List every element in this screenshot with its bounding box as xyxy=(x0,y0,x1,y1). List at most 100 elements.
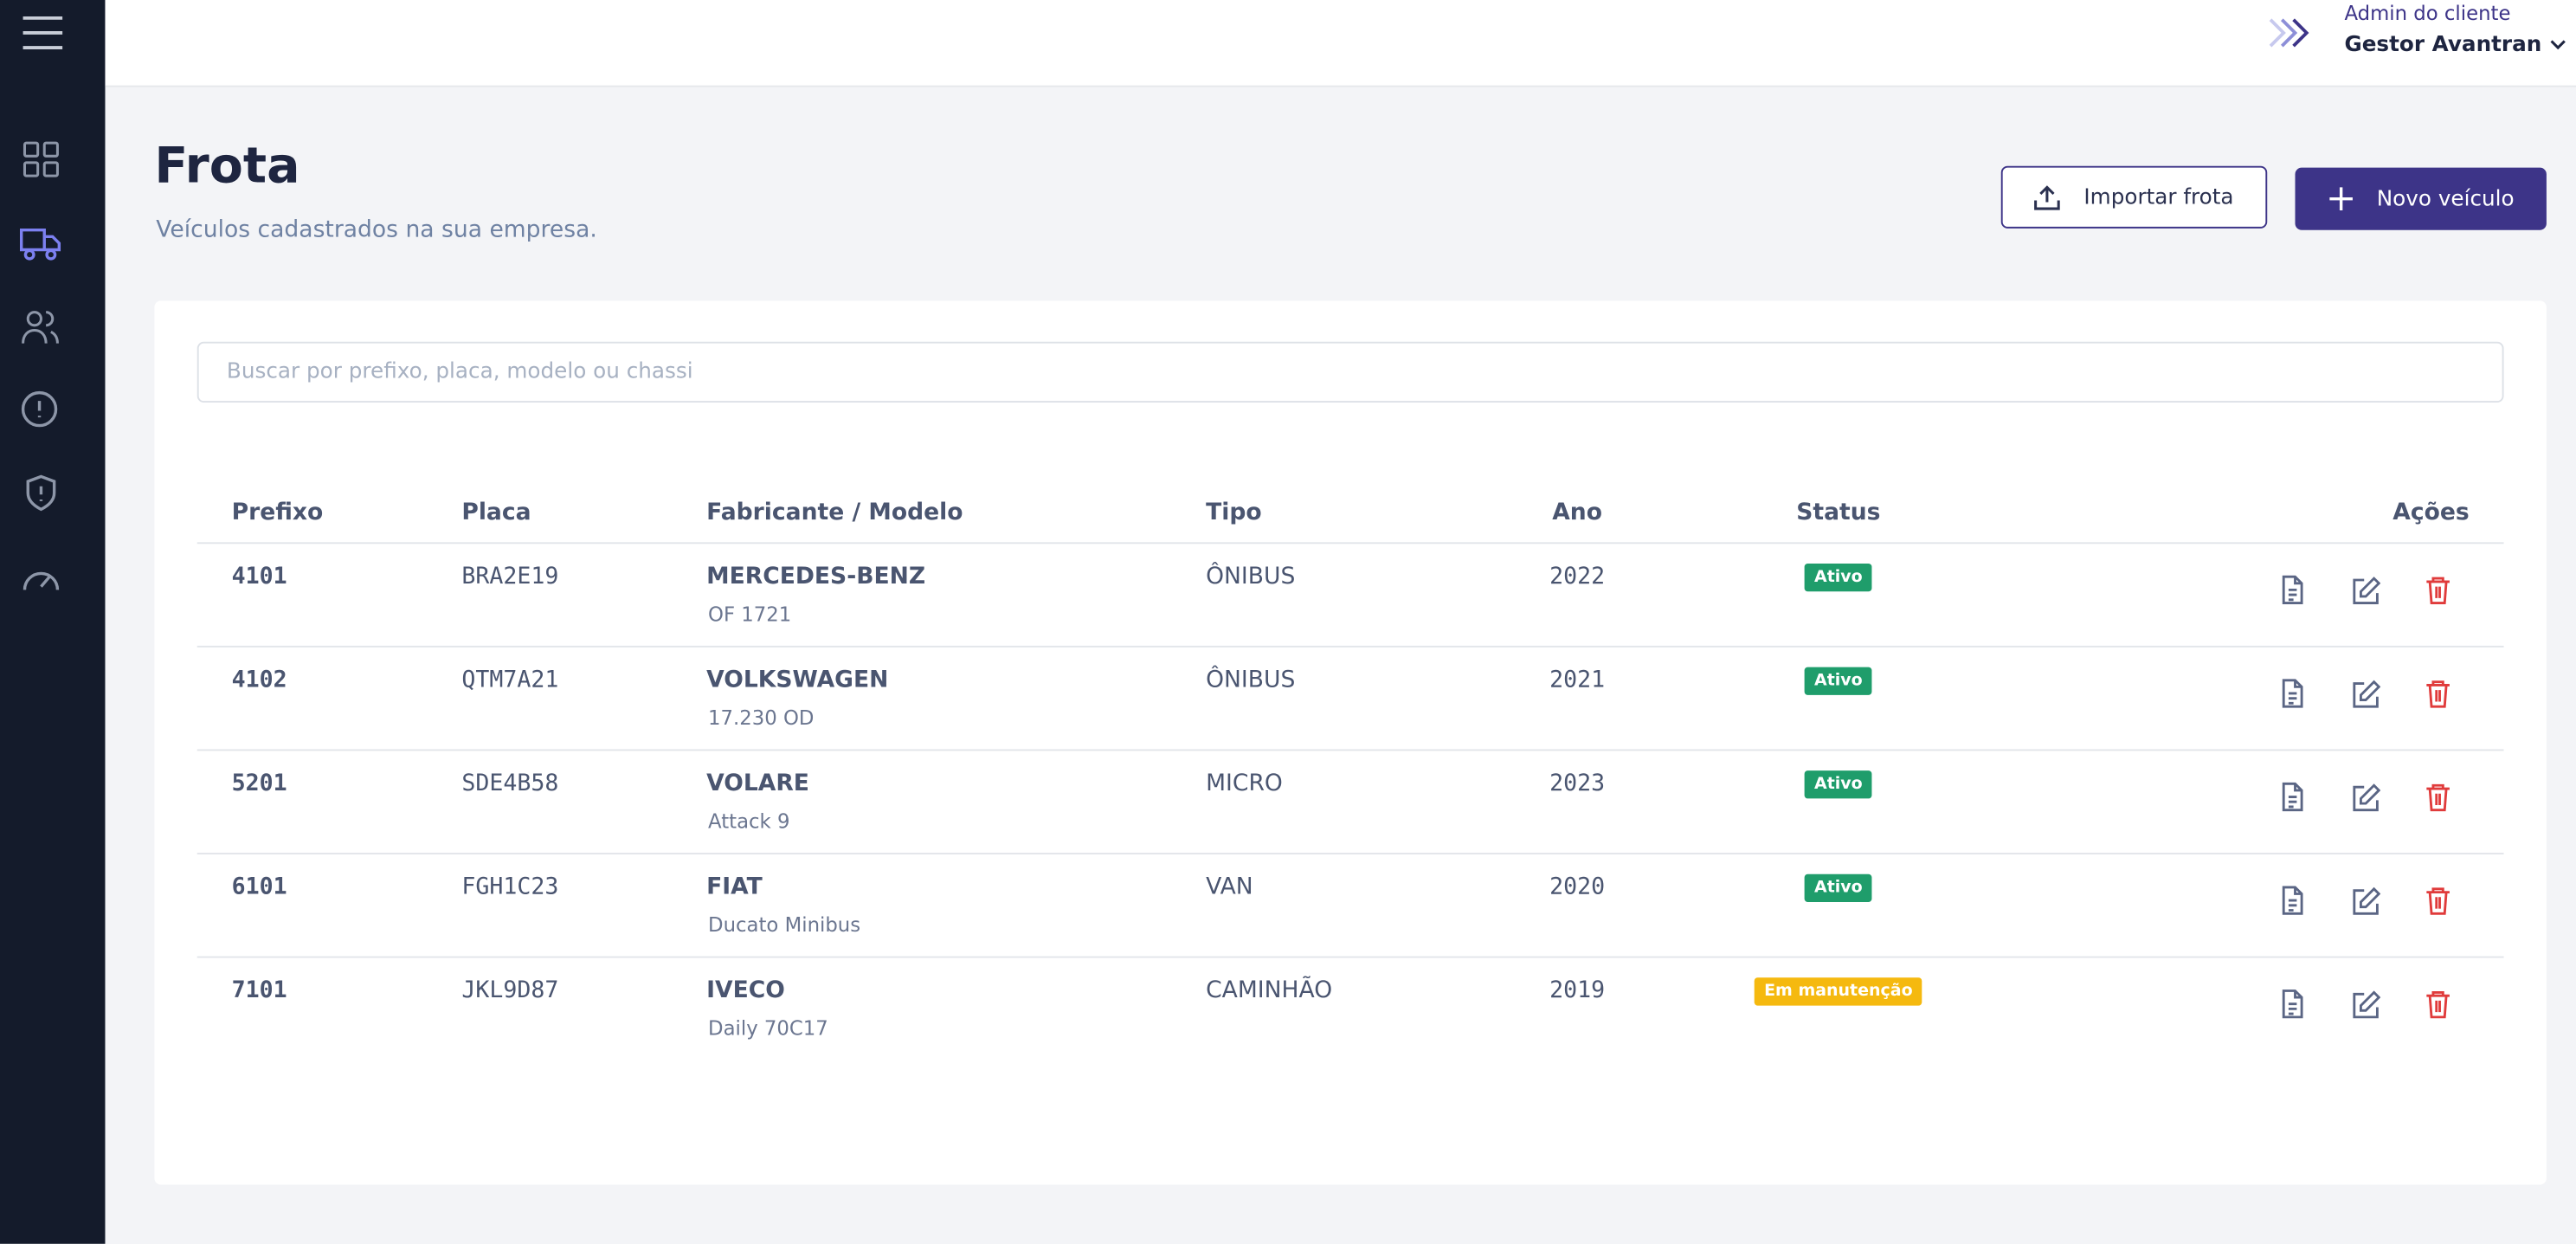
column-header: Fabricante / Modelo xyxy=(706,499,963,526)
edit-icon[interactable] xyxy=(2351,989,2381,1019)
shield-icon[interactable] xyxy=(22,474,61,513)
details-icon[interactable] xyxy=(2279,989,2309,1019)
maker: VOLARE xyxy=(706,770,809,797)
speed-icon[interactable] xyxy=(20,557,62,596)
user-menu[interactable]: Gestor Avantran xyxy=(2344,32,2566,58)
import-label: Importar frota xyxy=(2083,184,2234,209)
icon-path xyxy=(2282,782,2303,812)
fleet-card xyxy=(154,300,2547,1185)
upload-icon xyxy=(2034,185,2061,210)
icon-path xyxy=(2282,679,2303,708)
status-badge: Ativo xyxy=(1804,770,1873,799)
details-icon[interactable] xyxy=(2279,575,2309,604)
column-header: Ano xyxy=(1552,499,1602,526)
edit-icon[interactable] xyxy=(2351,782,2381,812)
icon-path xyxy=(2353,886,2381,915)
delete-icon[interactable] xyxy=(2424,989,2453,1019)
plus-icon xyxy=(2328,187,2353,210)
type: VAN xyxy=(1206,873,1253,901)
user-name: Gestor Avantran xyxy=(2344,32,2542,58)
icon-path xyxy=(2353,680,2381,708)
year: 2023 xyxy=(1549,770,1606,797)
column-header: Ações xyxy=(2392,499,2470,526)
row-divider xyxy=(196,956,2504,958)
delete-icon[interactable] xyxy=(2424,886,2453,915)
icon-path xyxy=(2282,886,2303,915)
top-bar xyxy=(105,0,2576,87)
model: Ducato Minibus xyxy=(708,913,861,937)
icon-path xyxy=(2353,783,2381,812)
prefix: 6101 xyxy=(231,873,287,901)
maker: FIAT xyxy=(706,873,763,901)
delete-icon[interactable] xyxy=(2424,679,2453,708)
import-button[interactable]: Importar frota xyxy=(2000,165,2268,229)
delete-icon[interactable] xyxy=(2424,575,2453,604)
type: ÔNIBUS xyxy=(1206,667,1296,693)
edit-icon[interactable] xyxy=(2351,575,2381,604)
page-title: Frota xyxy=(154,138,300,196)
status-badge: Em manutenção xyxy=(1754,977,1923,1006)
fleet-icon[interactable] xyxy=(19,223,62,263)
type: CAMINHÃO xyxy=(1206,977,1333,1004)
people-icon[interactable] xyxy=(20,307,62,347)
logo xyxy=(2269,18,2309,48)
icon-path xyxy=(2426,783,2450,812)
search-input[interactable]: Buscar por prefixo, placa, modelo ou cha… xyxy=(196,341,2504,403)
new-label: Novo veículo xyxy=(2376,186,2515,211)
alert-icon[interactable] xyxy=(20,390,62,429)
chevron xyxy=(2549,40,2566,50)
column-header: Tipo xyxy=(1206,499,1262,526)
user-role: Admin do cliente xyxy=(2344,1,2511,25)
type: MICRO xyxy=(1206,770,1283,797)
details-icon[interactable] xyxy=(2279,886,2309,915)
menu-icon[interactable] xyxy=(22,13,64,53)
maker: IVECO xyxy=(706,977,785,1004)
plate: JKL9D87 xyxy=(461,977,559,1004)
prefix: 5201 xyxy=(231,770,287,797)
icon-path xyxy=(2426,577,2450,604)
status-badge: Ativo xyxy=(1804,564,1873,592)
column-header: Status xyxy=(1796,499,1881,526)
type: ÔNIBUS xyxy=(1206,564,1296,590)
year: 2021 xyxy=(1549,667,1606,693)
plate: BRA2E19 xyxy=(461,564,559,590)
prefix: 4102 xyxy=(231,667,287,693)
year: 2022 xyxy=(1549,564,1606,590)
details-icon[interactable] xyxy=(2279,782,2309,812)
model: OF 1721 xyxy=(708,603,792,627)
icon-path xyxy=(2353,990,2381,1019)
delete-icon[interactable] xyxy=(2424,782,2453,812)
plate: SDE4B58 xyxy=(461,770,559,797)
icon-path xyxy=(2426,990,2450,1019)
status-badge: Ativo xyxy=(1804,873,1873,903)
column-header: Prefixo xyxy=(231,499,324,526)
icon-path xyxy=(2426,680,2450,708)
year: 2019 xyxy=(1549,977,1606,1004)
maker: MERCEDES-BENZ xyxy=(706,564,926,590)
page-subtitle: Veículos cadastrados na sua empresa. xyxy=(156,216,597,243)
details-icon[interactable] xyxy=(2279,679,2309,708)
icon-path xyxy=(2282,989,2303,1019)
new-vehicle-button[interactable]: Novo veículo xyxy=(2295,167,2547,230)
row-divider xyxy=(196,645,2504,648)
prefix: 4101 xyxy=(231,564,287,590)
column-header: Placa xyxy=(461,499,531,526)
edit-icon[interactable] xyxy=(2351,886,2381,915)
year: 2020 xyxy=(1549,873,1606,901)
header-divider xyxy=(196,542,2504,545)
sidebar xyxy=(0,0,106,1244)
model: 17.230 OD xyxy=(708,706,815,730)
maker: VOLKSWAGEN xyxy=(706,667,889,693)
icon-path xyxy=(2426,887,2450,915)
dashboard-icon[interactable] xyxy=(22,139,61,179)
model: Daily 70C17 xyxy=(708,1016,828,1041)
icon-path xyxy=(2282,575,2303,604)
row-divider xyxy=(196,749,2504,751)
plate: FGH1C23 xyxy=(461,873,559,901)
prefix: 7101 xyxy=(231,977,287,1004)
edit-icon[interactable] xyxy=(2351,679,2381,708)
model: Attack 9 xyxy=(708,809,790,834)
